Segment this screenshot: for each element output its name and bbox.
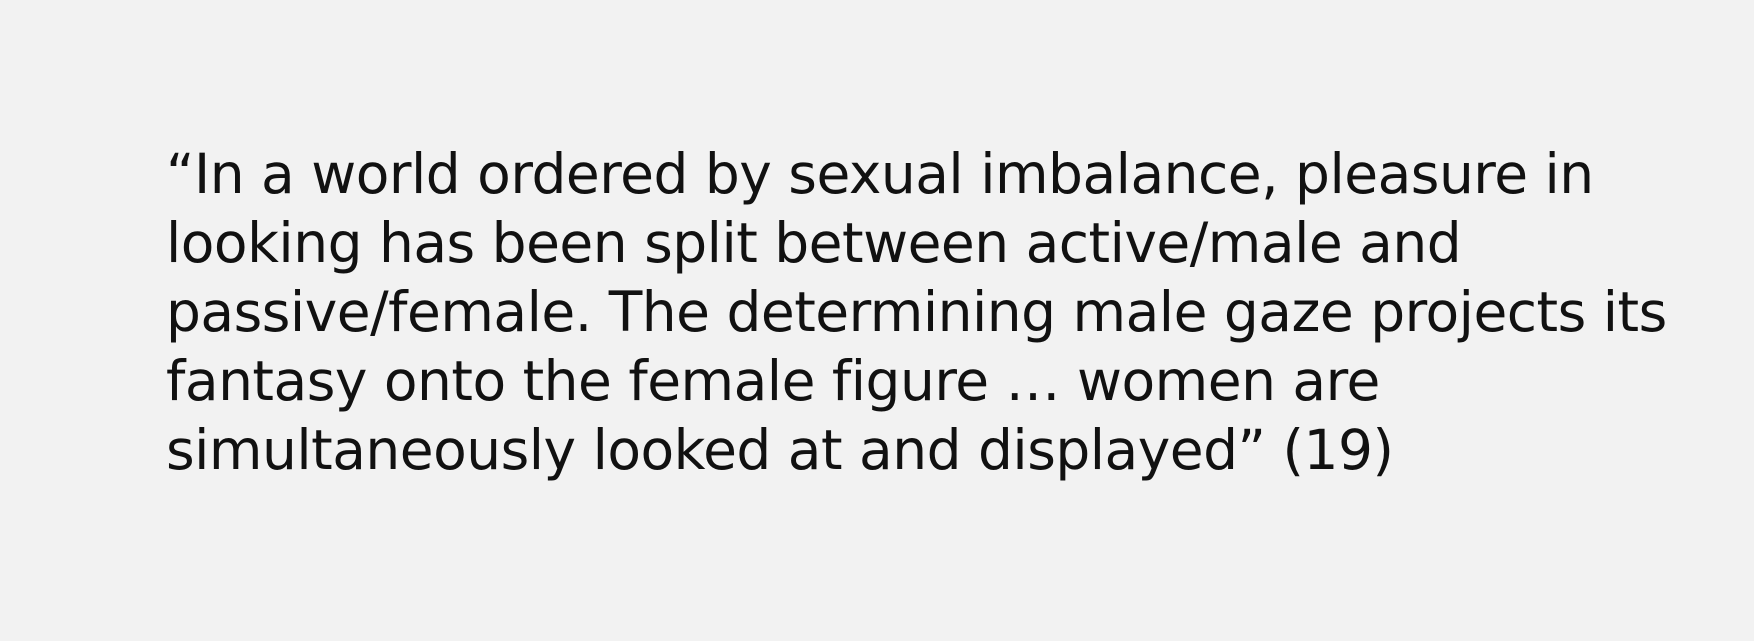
- quote-line-4: fantasy onto the female figure … women a…: [166, 349, 1380, 413]
- quote-line-3: passive/female. The determining male gaz…: [166, 280, 1667, 344]
- quote-text: “In a world ordered by sexual imbalance,…: [166, 140, 1686, 485]
- quote-line-2: looking has been split between active/ma…: [166, 211, 1462, 275]
- quote-line-5: simultaneously looked at and displayed” …: [166, 418, 1394, 482]
- quote-line-1: “In a world ordered by sexual imbalance,…: [166, 142, 1594, 206]
